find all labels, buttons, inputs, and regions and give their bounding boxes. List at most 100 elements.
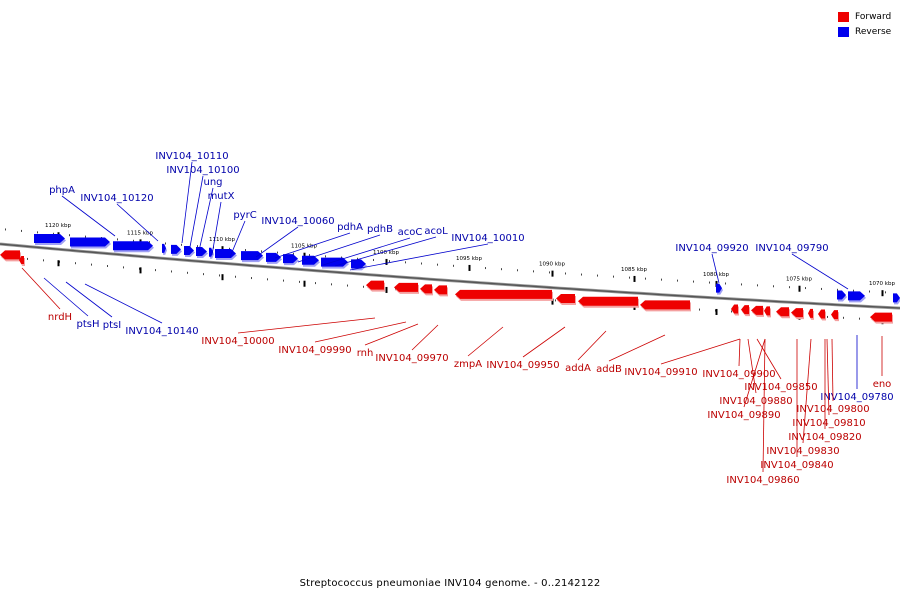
minor-tick — [123, 266, 124, 269]
forward-gene-label[interactable]: INV104_09910 — [624, 367, 697, 378]
forward-gene-arrow[interactable] — [741, 305, 749, 315]
reverse-gene-label[interactable]: ung — [203, 177, 222, 188]
reverse-gene-leader — [334, 236, 437, 267]
forward-gene-label[interactable]: INV104_09880 — [719, 396, 792, 407]
reverse-gene-label[interactable]: acoC — [398, 227, 423, 238]
forward-gene-arrow[interactable] — [831, 310, 838, 320]
forward-gene-arrow[interactable] — [870, 312, 892, 322]
forward-gene-leader — [467, 326, 504, 357]
reverse-gene-arrow[interactable] — [837, 290, 846, 300]
major-tick — [798, 285, 801, 292]
reverse-gene-label[interactable]: INV104_09780 — [820, 392, 893, 403]
legend-reverse-label: Reverse — [855, 26, 892, 37]
forward-gene-label[interactable]: INV104_09970 — [375, 353, 448, 364]
reverse-gene-arrow[interactable] — [241, 251, 263, 261]
forward-gene-label[interactable]: zmpA — [454, 359, 482, 370]
reverse-gene-arrow[interactable] — [716, 283, 722, 293]
minor-tick — [805, 287, 806, 290]
forward-gene-arrow[interactable] — [19, 256, 24, 264]
reverse-gene-arrow[interactable] — [848, 291, 865, 301]
minor-tick — [485, 267, 486, 270]
reverse-gene-label[interactable]: INV104_10010 — [451, 233, 524, 244]
reverse-gene-label[interactable]: INV104_09920 — [675, 243, 748, 254]
reverse-gene-arrow[interactable] — [184, 245, 194, 255]
forward-gene-label[interactable]: INV104_09890 — [707, 410, 780, 421]
forward-gene-label[interactable]: INV104_10000 — [201, 336, 274, 347]
forward-gene-arrow[interactable] — [731, 304, 738, 314]
reverse-gene-label[interactable]: pdhA — [337, 222, 363, 233]
reverse-gene-label[interactable]: pdhB — [367, 224, 393, 235]
reverse-gene-label[interactable]: pyrC — [233, 210, 256, 221]
reverse-gene-label[interactable]: ptsH — [77, 319, 100, 330]
reverse-gene-label[interactable]: phpA — [49, 185, 75, 196]
forward-gene-arrow[interactable] — [556, 294, 575, 304]
forward-gene-arrow[interactable] — [420, 284, 432, 294]
reverse-gene-arrow[interactable] — [196, 247, 207, 257]
minor-tick — [53, 232, 54, 235]
minor-tick — [75, 262, 76, 265]
forward-gene-arrow[interactable] — [434, 285, 447, 295]
forward-gene-label[interactable]: rnh — [357, 348, 374, 359]
forward-gene-label[interactable]: INV104_09990 — [278, 345, 351, 356]
reverse-gene-leader — [181, 161, 193, 244]
forward-gene-arrow[interactable] — [751, 305, 763, 315]
forward-gene-label[interactable]: INV104_09830 — [766, 446, 839, 457]
reverse-gene-arrow[interactable] — [351, 259, 366, 269]
reverse-gene-arrow[interactable] — [893, 293, 900, 303]
reverse-gene-label[interactable]: INV104_10120 — [80, 193, 153, 204]
reverse-gene-label[interactable]: ptsI — [103, 320, 121, 331]
forward-gene-label[interactable]: INV104_09820 — [788, 432, 861, 443]
reverse-gene-label[interactable]: INV104_10140 — [125, 326, 198, 337]
forward-gene-arrow[interactable] — [776, 307, 789, 317]
reverse-gene-label[interactable]: INV104_10060 — [261, 216, 334, 227]
reverse-gene-label[interactable]: INV104_10110 — [155, 151, 228, 162]
minor-tick — [245, 249, 246, 252]
forward-gene-label[interactable]: nrdH — [48, 312, 72, 323]
reverse-gene-leader — [322, 237, 411, 266]
forward-gene-leader — [237, 317, 376, 334]
tick-label: 1100 kbp — [373, 250, 399, 256]
minor-tick — [171, 270, 172, 273]
forward-gene-arrow[interactable] — [818, 309, 825, 319]
reverse-gene-arrow[interactable] — [162, 243, 166, 253]
forward-gene-arrow[interactable] — [578, 296, 638, 306]
reverse-gene-arrow[interactable] — [302, 255, 319, 265]
forward-gene-label[interactable]: INV104_09850 — [744, 382, 817, 393]
forward-gene-leader — [743, 338, 766, 408]
minor-tick — [437, 263, 438, 266]
reverse-gene-leader — [297, 234, 381, 263]
forward-gene-label[interactable]: INV104_09840 — [760, 460, 833, 471]
forward-gene-arrow[interactable] — [394, 282, 418, 292]
forward-gene-label[interactable]: eno — [873, 379, 892, 390]
forward-gene-arrow[interactable] — [808, 308, 813, 318]
forward-gene-arrow[interactable] — [0, 250, 20, 260]
forward-gene-label[interactable]: addB — [596, 364, 622, 375]
forward-gene-arrow[interactable] — [640, 300, 690, 310]
reverse-gene-arrow[interactable] — [113, 241, 153, 251]
legend-forward: Forward — [838, 9, 891, 24]
reverse-gene-arrow[interactable] — [34, 233, 65, 243]
forward-gene-arrow[interactable] — [764, 306, 770, 316]
reverse-gene-label[interactable]: INV104_09790 — [755, 243, 828, 254]
forward-gene-arrow[interactable] — [455, 289, 552, 299]
reverse-gene-leader — [84, 283, 163, 324]
minor-tick — [299, 280, 300, 283]
minor-tick — [731, 310, 732, 313]
forward-gene-label[interactable]: INV104_09800 — [796, 404, 869, 415]
reverse-gene-arrow[interactable] — [266, 252, 281, 262]
forward-gene-label[interactable]: INV104_09900 — [702, 369, 775, 380]
reverse-gene-arrow[interactable] — [70, 237, 110, 247]
forward-gene-label[interactable]: INV104_09810 — [792, 418, 865, 429]
forward-gene-label[interactable]: addA — [565, 363, 591, 374]
minor-tick — [613, 275, 614, 278]
reverse-gene-arrow[interactable] — [171, 244, 181, 254]
reverse-gene-arrow[interactable] — [283, 254, 298, 264]
reverse-gene-leader — [116, 203, 159, 242]
forward-gene-label[interactable]: INV104_09860 — [726, 475, 799, 486]
forward-gene-label[interactable]: INV104_09950 — [486, 360, 559, 371]
reverse-gene-label[interactable]: mutX — [208, 191, 235, 202]
forward-gene-arrow[interactable] — [791, 308, 803, 318]
reverse-gene-label[interactable]: INV104_10100 — [166, 165, 239, 176]
forward-gene-arrow[interactable] — [366, 280, 384, 290]
reverse-gene-label[interactable]: acoL — [424, 226, 448, 237]
